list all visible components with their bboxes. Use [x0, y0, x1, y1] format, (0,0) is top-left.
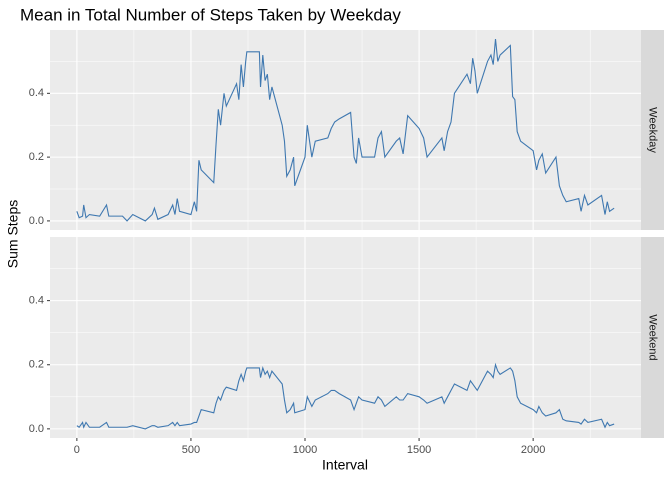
- chart-title: Mean in Total Number of Steps Taken by W…: [20, 5, 401, 24]
- y-tick-label: 0.2: [29, 151, 44, 163]
- facet-strip: [641, 237, 664, 438]
- y-tick-label: 0.4: [29, 87, 44, 99]
- facet-label: Weekday: [647, 107, 659, 153]
- y-axis-label: Sum Steps: [5, 200, 21, 268]
- x-tick-label: 1500: [407, 444, 431, 456]
- panel-background: [50, 237, 641, 438]
- x-tick-label: 2000: [521, 444, 545, 456]
- series-line: [76, 362, 615, 430]
- x-tick-label: 1000: [293, 444, 317, 456]
- y-tick-label: 0.0: [29, 215, 44, 227]
- series-line: [76, 39, 615, 222]
- facet-strip: [641, 30, 664, 230]
- y-tick-label: 0.0: [29, 423, 44, 435]
- x-tick-label: 0: [74, 444, 80, 456]
- panel-background: [50, 30, 641, 230]
- x-tick-label: 500: [182, 444, 200, 456]
- y-tick-label: 0.2: [29, 359, 44, 371]
- facet-label: Weekend: [647, 314, 659, 360]
- x-axis-label: Interval: [322, 457, 368, 473]
- y-tick-label: 0.4: [29, 295, 44, 307]
